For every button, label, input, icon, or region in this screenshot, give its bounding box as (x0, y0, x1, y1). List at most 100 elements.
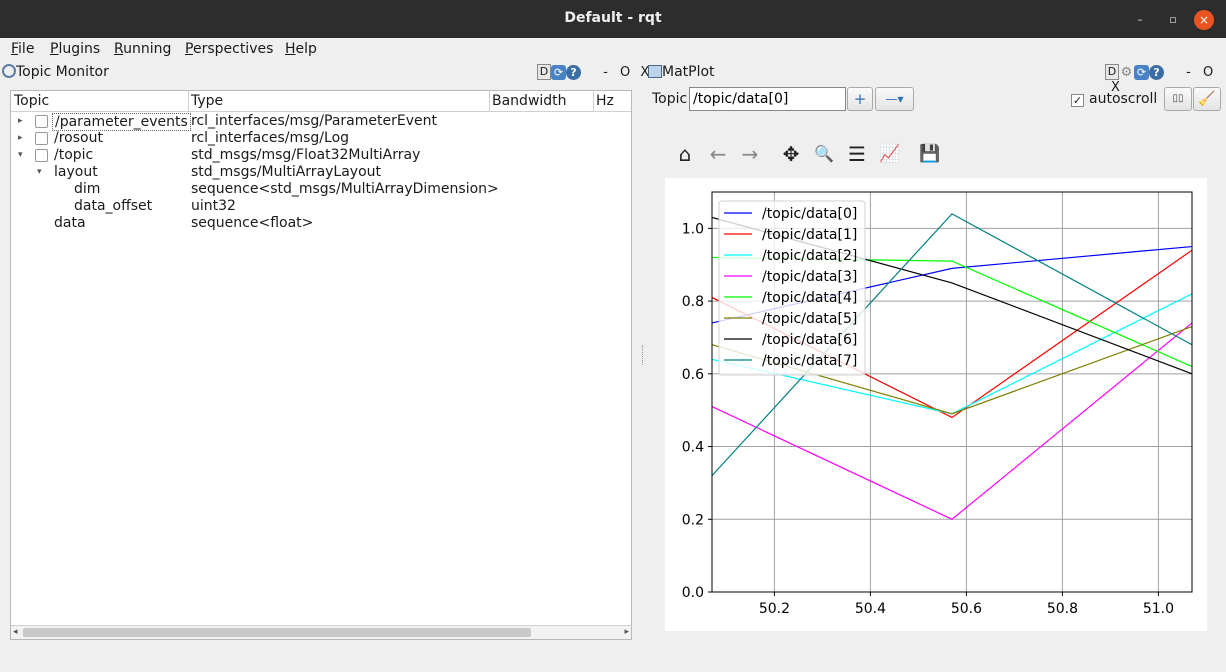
table-row[interactable]: ▾ layout std_msgs/MultiArrayLayout (11, 164, 631, 181)
series-line (711, 322, 1193, 520)
topic-checkbox[interactable] (35, 149, 48, 162)
gear-icon[interactable]: ⚙ (1120, 64, 1133, 80)
autoscroll-checkbox[interactable]: ✓ (1071, 94, 1084, 107)
legend-box (718, 200, 866, 376)
column-separator[interactable] (593, 91, 594, 112)
dock-float-button[interactable]: O (619, 64, 631, 80)
plot-figure[interactable]: 50.2 50.4 50.6 50.8 51.0 0.0 0.2 0.4 0.6 0.8 1.0/t… (665, 178, 1207, 631)
expand-icon[interactable]: ▸ (18, 116, 23, 126)
table-row[interactable]: dim sequence<std_msgs/MultiArrayDimensio… (11, 181, 631, 198)
legend-label: /topic/data[2] (762, 248, 857, 264)
topic-type: std_msgs/msg/Float32MultiArray (191, 147, 421, 163)
menu-file[interactable]: File (11, 41, 35, 57)
column-topic[interactable]: Topic (14, 93, 50, 109)
dock-minimize-button[interactable]: - (603, 64, 608, 80)
save-icon[interactable]: 💾 (919, 144, 941, 164)
table-row[interactable]: ▾ /topic std_msgs/msg/Float32MultiArray (11, 147, 631, 164)
table-row[interactable]: data_offset uint32 (11, 198, 631, 215)
y-tick-label: 0.8 (682, 294, 704, 310)
menu-help[interactable]: Help (285, 41, 317, 57)
table-row[interactable]: ▸ /parameter_events rcl_interfaces/msg/P… (11, 113, 631, 131)
tree-header: Topic Type Bandwidth Hz (11, 91, 631, 112)
menu-running[interactable]: Running (114, 41, 172, 57)
expand-icon[interactable]: ▸ (18, 133, 23, 143)
scroll-left-icon[interactable]: ◂ (13, 627, 18, 637)
legend-label: /topic/data[7] (762, 353, 857, 369)
y-tick-label: 0.0 (682, 585, 704, 601)
help-icon[interactable]: ? (566, 64, 581, 80)
back-icon[interactable]: ← (709, 142, 727, 166)
column-separator[interactable] (188, 91, 189, 112)
horizontal-scrollbar[interactable]: ◂ ▸ (11, 625, 631, 639)
legend-label: /topic/data[3] (762, 269, 857, 285)
minimize-button[interactable]: – (1137, 13, 1143, 26)
dock-d-button[interactable]: D (1105, 64, 1119, 80)
field-type: sequence<float> (191, 215, 314, 231)
topic-name: /rosout (54, 130, 103, 146)
series-line (711, 213, 1193, 477)
collapse-icon[interactable]: ▾ (37, 167, 42, 177)
scrollbar-thumb[interactable] (23, 628, 531, 637)
line-chart[interactable]: 50.2 50.4 50.6 50.8 51.0 0.0 0.2 0.4 0.6 0.8 1.0/t… (665, 178, 1207, 631)
help-icon[interactable]: ? (1149, 64, 1164, 80)
plot-frame (711, 191, 1193, 593)
subplots-icon[interactable]: ☰ (848, 142, 866, 166)
topic-monitor-title: Topic Monitor (2, 64, 109, 84)
pause-button[interactable]: ▯▯ (1164, 87, 1192, 111)
x-tick-label: 50.6 (951, 601, 982, 617)
x-tick-label: 51.0 (1143, 601, 1174, 617)
dock-splitter[interactable] (642, 345, 644, 365)
topic-monitor-controls: D ⟳? - O X (537, 64, 649, 84)
scroll-right-icon[interactable]: ▸ (624, 627, 629, 637)
column-separator[interactable] (489, 91, 490, 112)
field-name: data (54, 215, 86, 231)
reload-icon[interactable]: ⟳ (1134, 64, 1149, 80)
zoom-icon[interactable]: 🔍 (814, 144, 834, 163)
legend-label: /topic/data[5] (762, 311, 857, 327)
field-name: dim (74, 181, 101, 197)
menubar: File Plugins Running Perspectives Help (0, 38, 1226, 62)
legend-label: /topic/data[0] (762, 206, 857, 222)
home-icon[interactable]: ⌂ (678, 142, 692, 166)
remove-topic-button[interactable]: —▾ (875, 87, 914, 111)
maximize-button[interactable]: ▫ (1169, 13, 1177, 26)
dock-float-button[interactable]: O (1202, 64, 1214, 80)
y-tick-label: 0.4 (682, 440, 704, 456)
close-button[interactable]: × (1194, 10, 1214, 30)
dock-close-button[interactable]: X (640, 64, 650, 80)
edit-curves-icon[interactable]: 📈 (879, 144, 901, 164)
field-name: data_offset (74, 198, 153, 214)
column-type[interactable]: Type (191, 93, 224, 109)
matplot-icon (648, 65, 662, 78)
topic-type: rcl_interfaces/msg/ParameterEvent (191, 113, 437, 129)
table-row[interactable]: data sequence<float> (11, 215, 631, 232)
clear-button[interactable]: 🧹 (1193, 87, 1221, 111)
topic-checkbox[interactable] (35, 115, 48, 128)
autoscroll-label: autoscroll (1089, 91, 1158, 107)
field-name: layout (54, 164, 98, 180)
x-tick-label: 50.8 (1047, 601, 1078, 617)
topic-input[interactable] (689, 87, 846, 111)
column-bandwidth[interactable]: Bandwidth (492, 93, 567, 109)
topic-tree[interactable]: Topic Type Bandwidth Hz ▸ /parameter_eve… (10, 90, 632, 640)
menu-perspectives[interactable]: Perspectives (185, 41, 274, 57)
menu-plugins[interactable]: Plugins (50, 41, 101, 57)
column-hz[interactable]: Hz (596, 93, 614, 109)
dock-close-button[interactable]: X (1111, 80, 1120, 95)
x-tick-label: 50.2 (759, 601, 790, 617)
topic-type: rcl_interfaces/msg/Log (191, 130, 350, 146)
legend-label: /topic/data[4] (762, 290, 857, 306)
forward-icon[interactable]: → (741, 142, 759, 166)
add-topic-button[interactable]: + (847, 87, 873, 111)
table-row[interactable]: ▸ /rosout rcl_interfaces/msg/Log (11, 130, 631, 147)
dock-d-button[interactable]: D (537, 64, 551, 80)
field-type: sequence<std_msgs/MultiArrayDimension> (191, 181, 499, 197)
autoscroll-toggle[interactable]: ✓ autoscroll (1071, 91, 1157, 107)
collapse-icon[interactable]: ▾ (18, 150, 23, 160)
pan-icon[interactable]: ✥ (782, 142, 800, 166)
reload-icon[interactable]: ⟳ (551, 64, 566, 80)
topic-checkbox[interactable] (35, 132, 48, 145)
window-titlebar: Default - rqt – ▫ × (0, 0, 1226, 38)
dock-minimize-button[interactable]: - (1186, 64, 1191, 80)
topic-name: /topic (54, 147, 94, 163)
